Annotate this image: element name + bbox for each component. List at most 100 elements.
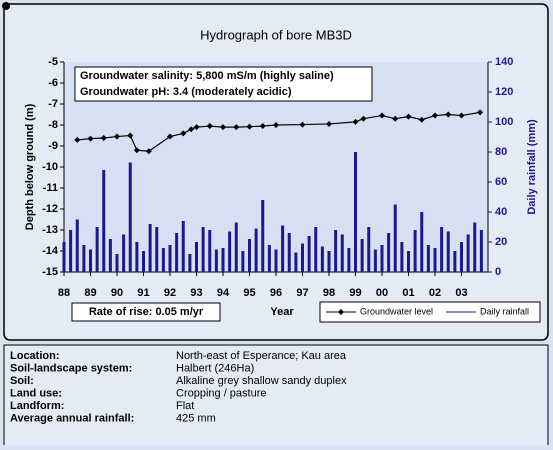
- level-marker: [133, 147, 140, 154]
- rain-bar: [287, 233, 291, 272]
- info-value: North-east of Esperance; Kau area: [176, 350, 347, 362]
- y-tick-label: -14: [42, 245, 59, 257]
- rain-bar: [75, 219, 79, 272]
- x-tick-label: 02: [429, 287, 441, 299]
- rain-bar: [95, 227, 99, 272]
- rain-bar: [426, 245, 430, 272]
- y2-tick-label: 100: [495, 116, 513, 128]
- rain-bar: [433, 248, 437, 272]
- rain-bar: [314, 227, 318, 272]
- level-marker: [418, 116, 425, 123]
- y-tick-label: -10: [42, 161, 58, 173]
- y-tick-label: -5: [48, 56, 58, 68]
- rain-bar: [407, 251, 410, 272]
- rain-bar: [228, 231, 232, 272]
- rain-bar: [175, 233, 179, 272]
- rain-bar: [347, 248, 351, 272]
- info-label: Soil:: [10, 375, 34, 387]
- level-marker: [167, 133, 173, 140]
- x-tick-label: 00: [376, 287, 388, 299]
- rain-bar: [373, 249, 377, 272]
- rain-bar: [354, 152, 357, 272]
- info-label: Location:: [10, 350, 60, 362]
- y-tick-label: -15: [42, 266, 58, 278]
- rain-bar: [214, 249, 218, 272]
- rain-bar: [320, 246, 324, 272]
- level-marker: [74, 136, 81, 143]
- rain-bar: [440, 227, 444, 272]
- info-value: Alkaline grey shallow sandy duplex: [176, 375, 347, 387]
- rain-bar: [393, 204, 397, 272]
- level-marker: [379, 112, 385, 119]
- rain-bar: [453, 251, 457, 272]
- y2-tick-label: 0: [495, 266, 501, 278]
- level-marker: [127, 132, 134, 139]
- y2-tick-label: 40: [495, 206, 507, 218]
- y-tick-label: -9: [48, 140, 58, 152]
- y-tick-label: -8: [48, 119, 58, 131]
- rain-bar: [479, 230, 483, 272]
- rain-bar: [360, 239, 364, 272]
- rain-bar: [148, 224, 152, 272]
- y-tick-label: -11: [43, 182, 58, 194]
- x-tick-label: 93: [190, 287, 202, 299]
- level-marker: [326, 120, 332, 127]
- rain-bar: [135, 242, 139, 272]
- rain-bar: [89, 249, 92, 272]
- info-label: Average annual rainfall:: [10, 412, 134, 424]
- info-value: Halbert (246Ha): [176, 362, 254, 374]
- rain-bar: [234, 222, 238, 272]
- rain-bar: [102, 170, 106, 272]
- x-tick-label: 03: [455, 287, 467, 299]
- level-marker: [114, 133, 120, 140]
- y-tick-label: -7: [48, 98, 58, 110]
- rain-bar: [446, 231, 450, 272]
- rain-bar: [261, 200, 265, 272]
- rain-bar: [155, 227, 159, 272]
- level-marker: [188, 126, 195, 133]
- rain-bar: [168, 245, 172, 272]
- y2-tick-label: 80: [495, 146, 507, 158]
- level-marker: [87, 135, 94, 142]
- corner-dot: [2, 2, 10, 10]
- chart-title: Hydrograph of bore MB3D: [200, 27, 352, 42]
- level-marker: [477, 109, 484, 116]
- level-marker: [206, 123, 213, 130]
- rain-bar: [108, 239, 112, 272]
- rain-bar: [241, 251, 245, 272]
- rain-bar: [460, 242, 463, 272]
- rain-bar: [267, 245, 271, 272]
- y-tick-label: -6: [48, 77, 58, 89]
- annotation: Groundwater pH: 3.4 (moderately acidic): [80, 86, 292, 98]
- y2-tick-label: 140: [495, 56, 513, 68]
- annotation-box: [74, 66, 373, 102]
- info-value: Cropping / pasture: [176, 387, 267, 399]
- level-marker: [273, 122, 279, 128]
- info-value: Flat: [176, 400, 194, 412]
- rain-bar: [420, 212, 424, 272]
- y-tick-label: -12: [42, 203, 58, 215]
- info-label: Soil-landscape system:: [10, 362, 132, 374]
- rain-bar: [281, 225, 285, 272]
- x-axis-label: Year: [270, 306, 294, 318]
- annotation-box: [71, 302, 221, 322]
- y2-tick-label: 20: [495, 236, 507, 248]
- level-marker: [100, 135, 107, 142]
- rain-bar: [221, 248, 225, 272]
- rain-bar: [122, 234, 126, 272]
- x-tick-label: 99: [349, 287, 361, 299]
- rain-bar: [195, 242, 198, 272]
- rain-bar: [128, 162, 132, 272]
- rain-bar: [367, 227, 371, 272]
- rain-bar: [473, 222, 477, 272]
- info-panel: [3, 344, 549, 450]
- x-tick-label: 98: [323, 287, 335, 299]
- y2-axis-label: Daily rainfall (mm): [526, 119, 538, 215]
- rain-bar: [254, 228, 258, 272]
- level-marker: [352, 118, 359, 125]
- rain-bar: [208, 230, 212, 272]
- x-tick-label: 95: [243, 287, 255, 299]
- rain-bar: [380, 245, 384, 272]
- rain-bar: [301, 243, 304, 272]
